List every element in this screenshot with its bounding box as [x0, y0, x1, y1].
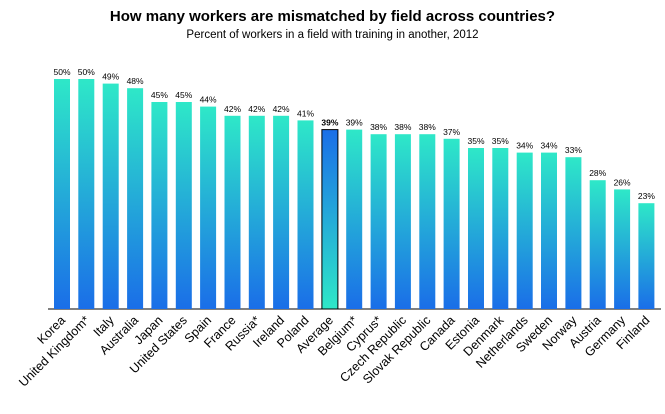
- bar-netherlands: [516, 152, 533, 309]
- bar-korea: [54, 79, 70, 309]
- data-label: 38%: [394, 122, 411, 132]
- data-label: 34%: [516, 141, 533, 151]
- data-label: 50%: [53, 67, 70, 77]
- data-label: 50%: [78, 67, 95, 77]
- data-label: 26%: [614, 177, 631, 187]
- data-label: 37%: [443, 127, 460, 137]
- bar-estonia: [468, 148, 484, 309]
- data-label: 23%: [638, 191, 655, 201]
- bar-cyprus: [370, 134, 387, 309]
- data-label: 42%: [273, 104, 290, 114]
- bar-austria: [589, 180, 606, 309]
- data-label: 35%: [467, 136, 484, 146]
- bar-united-kingdom: [78, 79, 95, 309]
- bar-belgium: [346, 129, 363, 309]
- data-label: 49%: [102, 72, 119, 82]
- bar-united-states: [175, 102, 192, 309]
- bar-ireland: [273, 115, 290, 309]
- data-label: 38%: [370, 122, 387, 132]
- bar-russia: [248, 115, 265, 309]
- data-label: 48%: [127, 76, 144, 86]
- data-label: 28%: [589, 168, 606, 178]
- data-label: 41%: [297, 108, 314, 118]
- bar-germany: [614, 189, 631, 309]
- bar-average: [321, 129, 339, 310]
- bar-sweden: [541, 152, 557, 309]
- bar-spain: [200, 106, 217, 309]
- bar-italy: [102, 83, 119, 309]
- chart-title: How many workers are mismatched by field…: [109, 8, 556, 25]
- bar-czech-republic: [394, 134, 411, 309]
- data-label: 35%: [492, 136, 509, 146]
- bar-france: [224, 115, 241, 309]
- data-label: 39%: [346, 118, 363, 128]
- data-label: 44%: [200, 95, 217, 105]
- data-label: 38%: [419, 122, 436, 132]
- data-label: 34%: [540, 141, 557, 151]
- data-label: 45%: [151, 90, 168, 100]
- data-label: 42%: [248, 104, 265, 114]
- bar-norway: [565, 157, 582, 309]
- bar-finland: [638, 203, 655, 309]
- chart-subtitle: Percent of workers in a field with train…: [186, 29, 479, 41]
- data-label: 39%: [321, 118, 338, 128]
- data-label: 33%: [565, 145, 582, 155]
- data-label: 42%: [224, 104, 241, 114]
- bar-poland: [297, 120, 314, 310]
- bar-denmark: [492, 148, 509, 309]
- bar-canada: [443, 138, 460, 309]
- bar-slovak-republic: [419, 134, 436, 309]
- bar-australia: [127, 88, 144, 309]
- data-label: 45%: [175, 90, 192, 100]
- bar-japan: [151, 102, 168, 309]
